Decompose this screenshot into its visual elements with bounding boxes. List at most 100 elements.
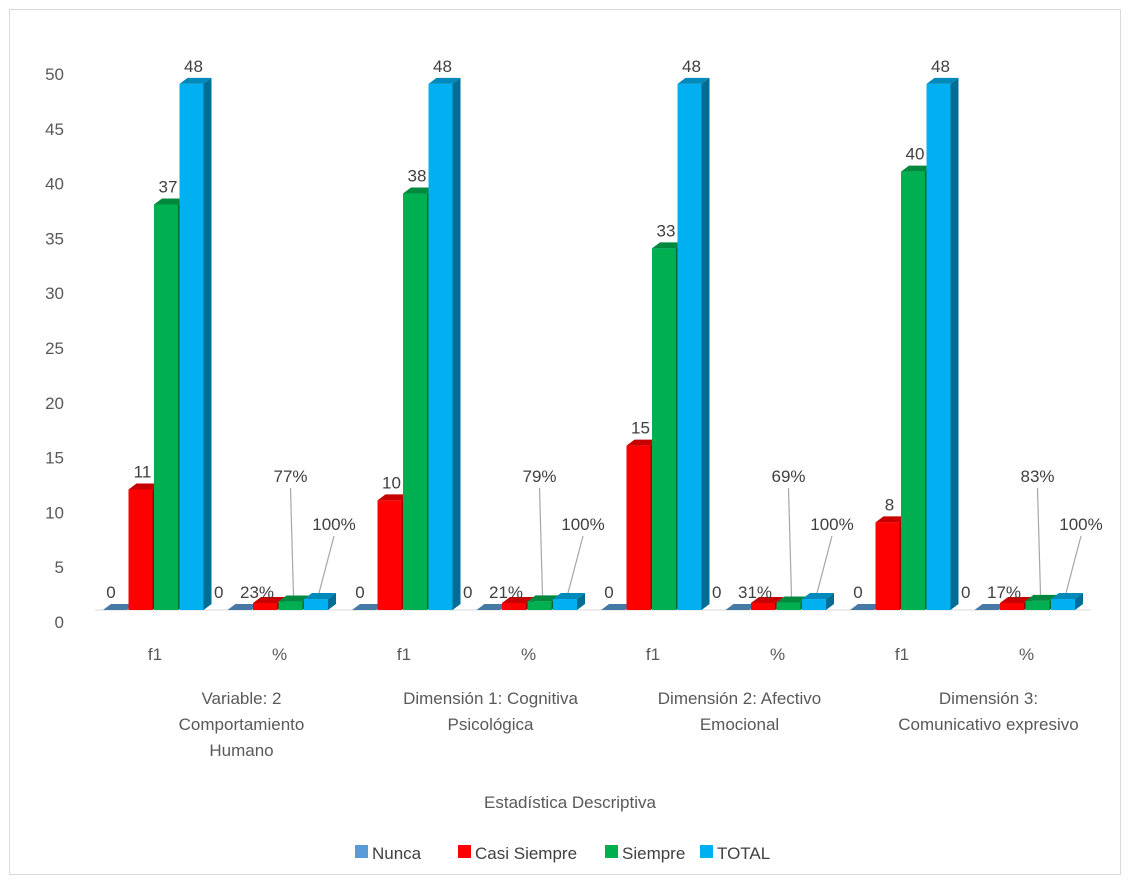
legend-item: Casi Siempre: [458, 844, 577, 863]
bar-total: [553, 593, 585, 610]
data-label: 0: [712, 583, 721, 602]
data-label: 0: [604, 583, 613, 602]
data-label: 100%: [810, 515, 853, 534]
bar-total: [926, 77, 959, 611]
category-label: %: [770, 645, 785, 664]
y-axis-ticks: 0 5 10 15 20 25 30 35 40 45 50: [45, 65, 64, 632]
y-tick-label: 10: [45, 503, 64, 522]
leader-line: [1065, 535, 1082, 594]
group-label: Psicológica: [448, 715, 535, 734]
bar-total: [802, 593, 834, 610]
bar-total: [677, 77, 710, 611]
y-tick-label: 15: [45, 449, 64, 468]
data-label: 23%: [240, 583, 274, 602]
legend-label: Siempre: [622, 844, 685, 863]
group-label: Comunicativo expresivo: [898, 715, 1078, 734]
data-label: 0: [106, 583, 115, 602]
group-label: Dimensión 2: Afectivo: [658, 689, 821, 708]
data-label: 8: [885, 495, 894, 514]
data-label: 0: [853, 583, 862, 602]
x-axis-title: Estadística Descriptiva: [484, 793, 656, 812]
legend-label: TOTAL: [717, 844, 770, 863]
y-tick-label: 20: [45, 394, 64, 413]
data-label: 48: [931, 57, 950, 76]
legend: Nunca Casi Siempre Siempre TOTAL: [355, 844, 770, 863]
group-label: Emocional: [700, 715, 779, 734]
bar-nunca: [725, 604, 758, 610]
data-label: 31%: [738, 583, 772, 602]
bar-nunca: [227, 604, 260, 610]
leader-line: [1036, 487, 1042, 595]
data-label: 0: [463, 583, 472, 602]
category-label: f1: [895, 645, 909, 664]
y-tick-label: 50: [45, 65, 64, 84]
data-label: 10: [382, 473, 401, 492]
data-label: 69%: [771, 467, 805, 486]
bar-total: [1051, 593, 1083, 610]
x-axis-group-labels: Variable: 2 Comportamiento Humano Dimensión…: [179, 689, 1079, 760]
legend-swatch: [355, 845, 368, 858]
legend-swatch: [700, 845, 713, 858]
bar-nunca: [974, 604, 1007, 610]
legend-label: Nunca: [372, 844, 422, 863]
category-label: %: [272, 645, 287, 664]
data-label: 21%: [489, 583, 523, 602]
y-tick-label: 5: [55, 558, 64, 577]
leader-line: [787, 487, 793, 597]
legend-swatch: [458, 845, 471, 858]
category-label: %: [521, 645, 536, 664]
group-label: Comportamiento: [179, 715, 305, 734]
data-labels: 0 11 37 48 0 23% 77% 100% 0 10 38 48 0 21% 79% 100% 0 15 3…: [106, 57, 1102, 602]
y-tick-label: 25: [45, 339, 64, 358]
x-axis-category-labels: f1% f1% f1% f1%: [148, 645, 1034, 664]
bar-total: [179, 77, 212, 611]
data-label: 37: [159, 177, 178, 196]
bar-nunca: [352, 604, 384, 610]
data-label: 33: [657, 221, 676, 240]
data-label: 48: [682, 57, 701, 76]
category-label: f1: [397, 645, 411, 664]
leader-line: [318, 535, 335, 594]
y-tick-label: 45: [45, 120, 64, 139]
data-label: 48: [433, 57, 452, 76]
data-label: 100%: [1059, 515, 1102, 534]
group-label: Humano: [209, 741, 273, 760]
leader-line: [816, 535, 833, 594]
bar-nunca: [850, 604, 882, 610]
group-label: Dimensión 1: Cognitiva: [403, 689, 578, 708]
bar-nunca: [601, 604, 633, 610]
data-label: 38: [408, 167, 427, 186]
legend-item: Siempre: [605, 844, 685, 863]
bar-total: [428, 77, 461, 611]
data-label: 0: [214, 583, 223, 602]
data-label: 83%: [1020, 467, 1054, 486]
legend-swatch: [605, 845, 618, 858]
data-label: 79%: [522, 467, 556, 486]
group-label: Dimensión 3:: [939, 689, 1038, 708]
category-label: %: [1019, 645, 1034, 664]
data-label: 48: [184, 57, 203, 76]
data-label: 40: [906, 145, 925, 164]
y-tick-label: 35: [45, 229, 64, 248]
data-label: 15: [631, 419, 650, 438]
y-tick-label: 40: [45, 175, 64, 194]
legend-label: Casi Siempre: [475, 844, 577, 863]
plot-area: [95, 77, 1091, 611]
bar-nunca: [103, 604, 135, 610]
leader-lines: [289, 487, 1082, 597]
group-label: Variable: 2: [201, 689, 281, 708]
legend-item: TOTAL: [700, 844, 770, 863]
leader-line: [538, 487, 544, 596]
category-label: f1: [646, 645, 660, 664]
leader-line: [567, 535, 584, 594]
category-label: f1: [148, 645, 162, 664]
y-tick-label: 30: [45, 284, 64, 303]
legend-item: Nunca: [355, 844, 422, 863]
data-label: 100%: [312, 515, 355, 534]
data-label: 11: [134, 462, 152, 481]
bar-total: [304, 593, 336, 610]
data-label: 77%: [273, 467, 307, 486]
data-label: 17%: [987, 583, 1021, 602]
data-label: 0: [355, 583, 364, 602]
